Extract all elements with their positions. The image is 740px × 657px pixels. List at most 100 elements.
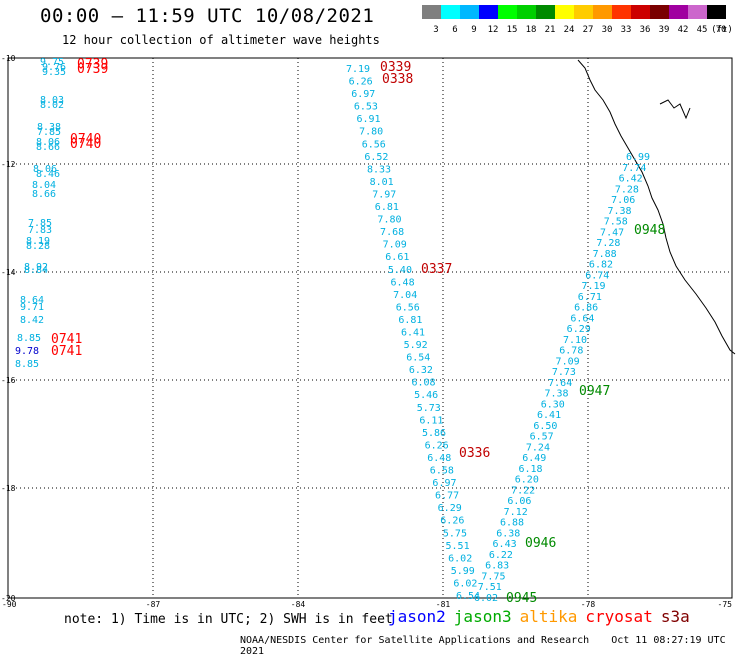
- scale-swatch: [574, 5, 593, 19]
- y-tick-label: -10: [1, 54, 16, 63]
- wave-height-label: 6.20: [515, 475, 539, 486]
- legend-altika: altika: [519, 607, 578, 626]
- wave-height-label: 8.46: [36, 169, 60, 180]
- scale-swatch: [460, 5, 479, 19]
- wave-height-label: 8.33: [367, 164, 391, 175]
- wave-height-label: 8.19: [26, 236, 50, 247]
- wave-height-label: 8.64: [20, 295, 44, 306]
- wave-height-label: 7.28: [596, 238, 620, 249]
- wave-height-label: 7.64: [548, 378, 572, 389]
- track-time-label: 0741: [51, 332, 82, 347]
- x-tick-label: -87: [146, 600, 161, 608]
- wave-height-label: 5.75: [443, 528, 467, 539]
- wave-height-label: 6.29: [438, 503, 462, 514]
- wave-height-label: 6.99: [626, 152, 650, 163]
- wave-height-label: 6.86: [574, 303, 598, 314]
- wave-height-label: 6.54: [406, 353, 430, 364]
- wave-height-label: 6.38: [496, 528, 520, 539]
- map-subtitle: 12 hour collection of altimeter wave hei…: [62, 33, 380, 47]
- scale-swatch: [517, 5, 536, 19]
- wave-height-label: 5.86: [422, 428, 446, 439]
- wave-height-label: 6.18: [518, 464, 542, 475]
- wave-height-label: 6.56: [362, 139, 386, 150]
- wave-height-label: 6.53: [354, 102, 378, 113]
- wave-height-label: 6.32: [409, 365, 433, 376]
- wave-height-label: 6.97: [351, 89, 375, 100]
- wave-height-label: 6.41: [401, 328, 425, 339]
- wave-height-label: 8.06: [36, 137, 60, 148]
- wave-height-label: 7.75: [481, 571, 505, 582]
- scale-swatch: [707, 5, 726, 19]
- wave-height-label: 7.38: [607, 206, 631, 217]
- wave-height-label: 7.85: [28, 218, 52, 229]
- wave-height-label: 7.19: [582, 281, 606, 292]
- scale-swatch: [498, 5, 517, 19]
- track-time-label: 0739: [77, 57, 108, 72]
- wave-height-label: 6.49: [522, 453, 546, 464]
- track-time-label: 0740: [70, 132, 101, 147]
- scale-label: 3: [433, 25, 438, 35]
- scale-swatch: [593, 5, 612, 19]
- x-tick-label: -84: [291, 600, 306, 608]
- wave-height-label: 5.51: [446, 541, 470, 552]
- y-tick-label: -18: [1, 484, 16, 493]
- wave-height-label: 7.97: [372, 189, 396, 200]
- wave-height-label: 5.40: [388, 265, 412, 276]
- scale-swatch: [555, 5, 574, 19]
- scale-label: 18: [526, 25, 537, 35]
- wave-height-label: 8.03: [40, 95, 64, 106]
- coastline: [577, 59, 736, 355]
- scale-label: 45: [697, 25, 708, 35]
- scale-swatch: [650, 5, 669, 19]
- wave-height-label: 6.74: [585, 270, 609, 281]
- wave-height-label: 6.54: [456, 591, 480, 602]
- legend-jason3: jason3: [453, 607, 512, 626]
- wave-height-label: 7.04: [393, 290, 417, 301]
- wave-height-label: 7.73: [552, 367, 576, 378]
- track-time-label: 0947: [579, 384, 610, 399]
- track-time-label: 0336: [459, 446, 490, 461]
- credit-line: NOAA/NESDIS Center for Satellite Applica…: [240, 635, 740, 657]
- track-time-label: 0945: [506, 591, 537, 606]
- scale-swatch: [631, 5, 650, 19]
- y-tick-label: -12: [1, 160, 16, 169]
- wave-height-label: 9.75: [40, 57, 64, 68]
- legend-cryosat: cryosat: [585, 607, 653, 626]
- wave-height-label: 7.22: [511, 485, 535, 496]
- scale-label: 21: [545, 25, 556, 35]
- scale-swatch: [536, 5, 555, 19]
- track-time-label: 0739: [77, 62, 108, 77]
- wave-height-label: 6.97: [432, 478, 456, 489]
- wave-height-label: 7.24: [526, 442, 550, 453]
- wave-height-label: 6.26: [440, 516, 464, 527]
- wave-height-label: 6.77: [435, 491, 459, 502]
- wave-height-label: 6.58: [430, 466, 454, 477]
- scale-swatch: [441, 5, 460, 19]
- y-tick-label: -14: [1, 268, 16, 277]
- wave-height-label: 6.88: [500, 518, 524, 529]
- wave-height-label: 7.06: [611, 195, 635, 206]
- wave-height-label: 8.28: [26, 241, 50, 252]
- wave-map: -90 -87 -84 -81 -78 -75 -10 -12 -14 -16 -18 -20 9.75…: [1, 54, 736, 608]
- wave-height-label: 6.08: [411, 378, 435, 389]
- wave-height-label: 6.26: [349, 77, 373, 88]
- wave-height-label: 6.26: [425, 440, 449, 451]
- x-tick-label: -78: [581, 600, 596, 608]
- wave-height-label: 7.83: [28, 225, 52, 236]
- track-time-label: 0740: [70, 137, 101, 152]
- scale-label: 30: [602, 25, 613, 35]
- track-time-label: 0946: [525, 536, 556, 551]
- footnote: note: 1) Time is in UTC; 2) SWH is in fe…: [64, 612, 393, 627]
- scale-unit: (ft): [711, 25, 732, 35]
- wave-height-label: 8.92: [24, 262, 48, 273]
- coastline-detail: [659, 99, 691, 120]
- wave-height-label: 6.48: [391, 277, 415, 288]
- color-scale: 3 6 9 12 15 18 21 24 27 30 33 36 39 42 45 70(ft): [422, 5, 732, 35]
- wave-height-label: 7.80: [377, 215, 401, 226]
- scale-label: 9: [471, 25, 476, 35]
- wave-height-label: 6.22: [489, 550, 513, 561]
- wave-height-label: 8.66: [32, 189, 56, 200]
- legend-jason2: jason2: [388, 607, 446, 626]
- wave-height-label: 6.81: [375, 202, 399, 213]
- wave-height-label: 7.09: [383, 240, 407, 251]
